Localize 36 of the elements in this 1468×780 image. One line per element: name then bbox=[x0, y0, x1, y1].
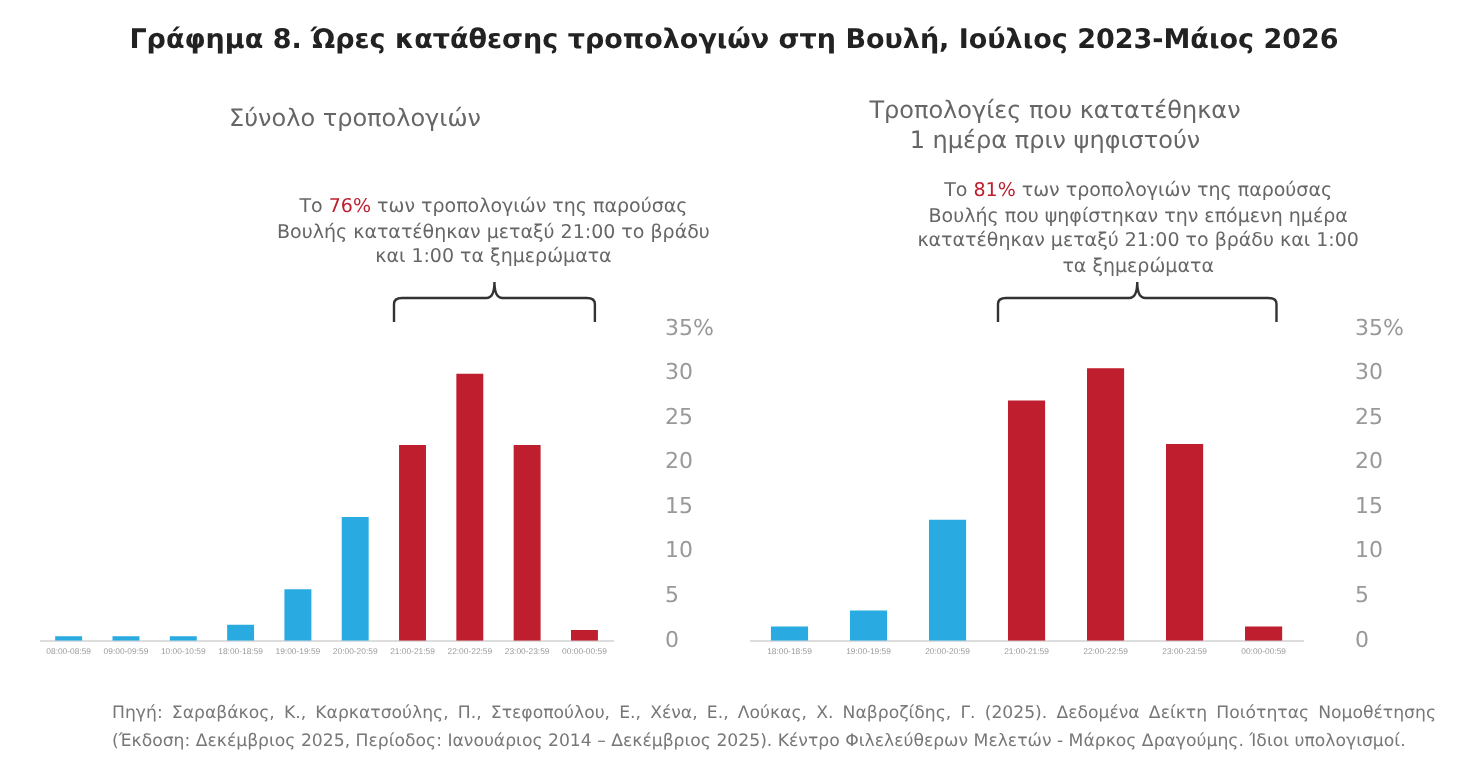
y-tick-label: 10 bbox=[1355, 537, 1384, 564]
bar bbox=[849, 610, 888, 641]
bar bbox=[227, 624, 255, 641]
chart-subtitle: Σύνολο τροπολογιών bbox=[227, 104, 483, 134]
bar bbox=[1087, 368, 1125, 641]
y-tick-label: 20 bbox=[1355, 448, 1384, 475]
y-tick-label: 10 bbox=[665, 537, 694, 564]
text: Το 76% των τροπολογιών της παρούσας Βουλής κατατέθηκαν μεταξύ 21:00 το βράδυ και 1:00 τα ξημερώματα bbox=[275, 196, 712, 271]
bar bbox=[1007, 400, 1046, 641]
y-tick-label: 25 bbox=[1355, 403, 1384, 430]
y-tick-label: 15 bbox=[665, 492, 694, 519]
y-tick-label: 30 bbox=[665, 359, 694, 386]
bar bbox=[284, 589, 312, 641]
y-tick-label: 5 bbox=[665, 582, 680, 608]
text: Πηγή: Σαραβάκος, Κ., Καρκατσούλης, Π., Στεφοπούλου, Ε., Χένα, Ε., Λούκας, Χ. Ναβροζίδης, Γ. (2025). Δεδομένα Δείκτη Ποιότητας Νομοθέτησης (Έκδοση: Δεκέμβριος 2025, Περίοδος: Ιανουάριος 2014 – Δεκέμβριος 2025). Κέντρο Φιλελεύθερων Μελετών - Μάρκος Δραγούμης. Ίδιοι υπολογισμοί. bbox=[112, 702, 1436, 756]
y-tick-label: 0 bbox=[665, 626, 680, 653]
bar bbox=[456, 373, 484, 641]
y-tick-label: 35% bbox=[1355, 314, 1405, 341]
bar bbox=[341, 517, 369, 641]
bar bbox=[928, 519, 967, 641]
bar bbox=[1245, 626, 1283, 641]
chart-subtitle: Τροπολογίες που κατατέθηκαν 1 ημέρα πριν ψηφιστούν bbox=[867, 96, 1243, 156]
y-tick-label: 30 bbox=[1355, 359, 1384, 386]
text: Γράφημα 8. Ώρες κατάθεσης τροπολογιών στη Βουλή, Ιούλιος 2023-Μάιος 2026 bbox=[127, 24, 1341, 56]
bar bbox=[1166, 444, 1204, 641]
bar bbox=[513, 444, 541, 641]
bar bbox=[770, 626, 809, 641]
y-tick-label: 15 bbox=[1355, 492, 1384, 519]
bar bbox=[570, 630, 598, 641]
text: Το 81% των τροπολογιών της παρούσας Βουλής που ψηφίστηκαν την επόμενη ημέρα κατατέθηκαν μεταξύ 21:00 το βράδυ και 1:00 τα ξημερώματα bbox=[915, 180, 1361, 280]
bar bbox=[399, 444, 426, 641]
y-tick-label: 35% bbox=[665, 314, 715, 341]
y-tick-label: 5 bbox=[1355, 582, 1370, 608]
y-tick-label: 0 bbox=[1355, 626, 1370, 653]
y-tick-label: 25 bbox=[665, 403, 694, 430]
y-tick-label: 20 bbox=[665, 448, 694, 475]
